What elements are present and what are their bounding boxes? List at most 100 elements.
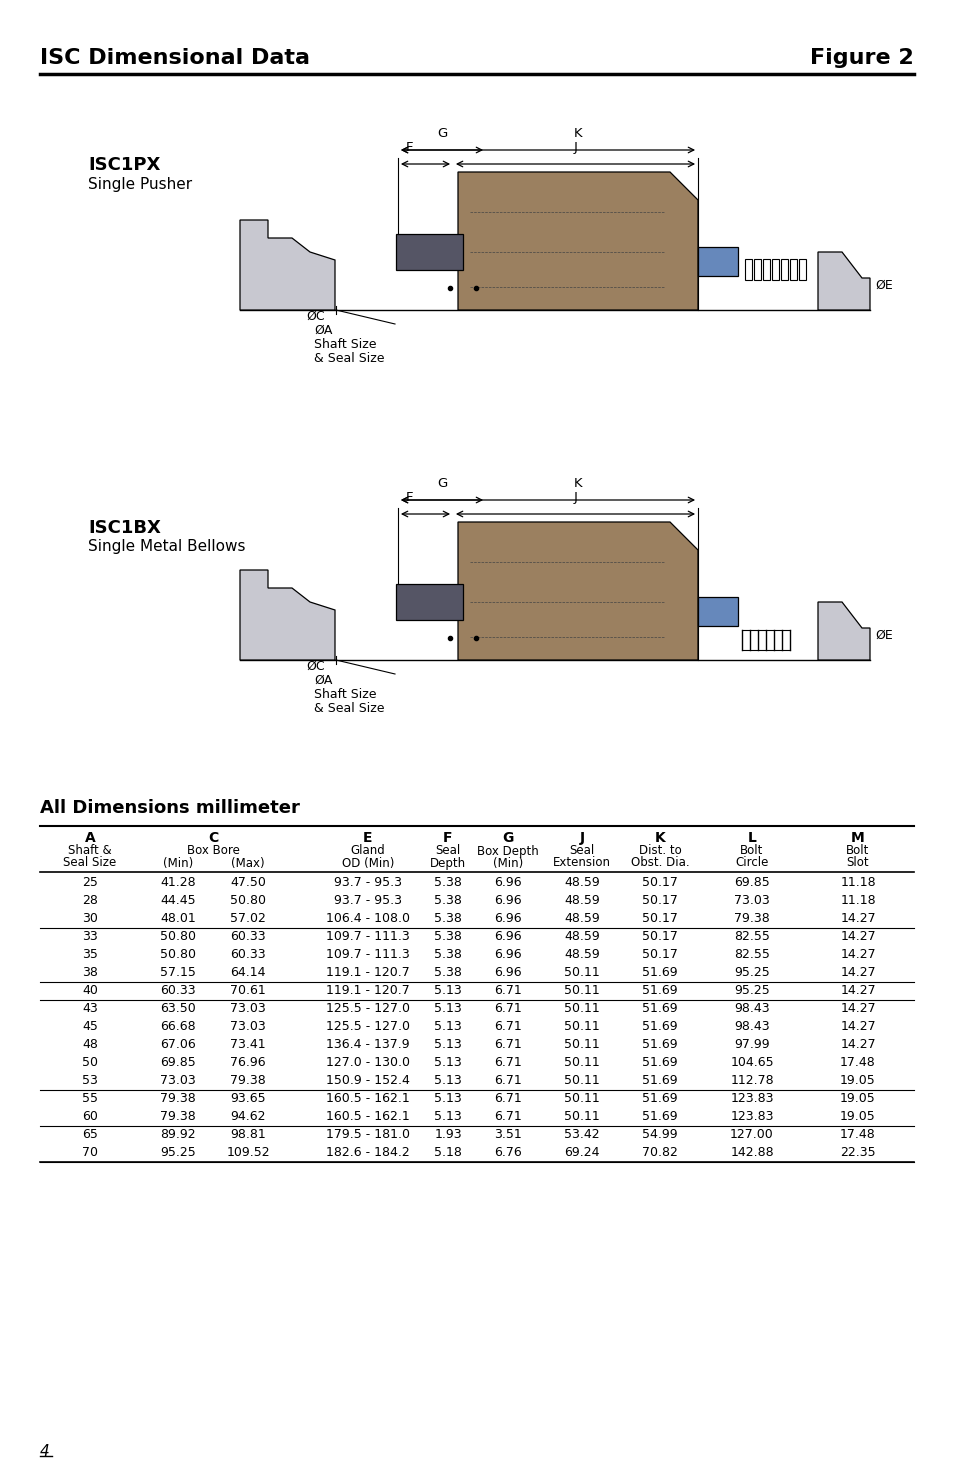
Text: 17.48: 17.48 <box>840 1128 875 1142</box>
Text: ISC1BX: ISC1BX <box>88 519 161 537</box>
Text: 50.11: 50.11 <box>563 1021 599 1034</box>
Text: 5.38: 5.38 <box>434 948 461 962</box>
Text: 109.7 - 111.3: 109.7 - 111.3 <box>326 931 410 944</box>
Polygon shape <box>817 602 869 659</box>
Text: Dist. to: Dist. to <box>638 845 680 857</box>
Text: 33: 33 <box>82 931 98 944</box>
Bar <box>762 260 769 280</box>
Text: 6.96: 6.96 <box>494 913 521 925</box>
Text: E: E <box>363 830 373 845</box>
Text: Shaft Size: Shaft Size <box>314 687 376 701</box>
Text: 50.11: 50.11 <box>563 1074 599 1087</box>
Text: 160.5 - 162.1: 160.5 - 162.1 <box>326 1093 410 1105</box>
Bar <box>781 260 787 280</box>
Text: 5.13: 5.13 <box>434 984 461 997</box>
Text: 50.11: 50.11 <box>563 984 599 997</box>
Text: 6.71: 6.71 <box>494 1038 521 1052</box>
Text: 5.18: 5.18 <box>434 1146 461 1159</box>
Text: 3.51: 3.51 <box>494 1128 521 1142</box>
Text: Seal: Seal <box>435 845 460 857</box>
Text: OD (Min): OD (Min) <box>341 857 394 869</box>
Text: 79.38: 79.38 <box>734 913 769 925</box>
Text: Circle: Circle <box>735 857 768 869</box>
Text: 40: 40 <box>82 984 98 997</box>
Text: 57.02: 57.02 <box>230 913 266 925</box>
Text: 136.4 - 137.9: 136.4 - 137.9 <box>326 1038 410 1052</box>
Text: 98.43: 98.43 <box>734 1003 769 1015</box>
Text: 70.61: 70.61 <box>230 984 266 997</box>
Text: 22.35: 22.35 <box>840 1146 875 1159</box>
Text: F: F <box>406 491 413 504</box>
Text: Box Bore: Box Bore <box>187 845 239 857</box>
Text: 93.7 - 95.3: 93.7 - 95.3 <box>334 876 401 889</box>
Text: 5.38: 5.38 <box>434 894 461 907</box>
Text: ØE: ØE <box>874 628 892 642</box>
Text: 60.33: 60.33 <box>230 948 266 962</box>
Text: All Dimensions millimeter: All Dimensions millimeter <box>40 799 299 817</box>
Text: 79.38: 79.38 <box>230 1074 266 1087</box>
Text: 60.33: 60.33 <box>230 931 266 944</box>
Text: 123.83: 123.83 <box>729 1093 773 1105</box>
Text: 50.80: 50.80 <box>160 948 195 962</box>
Text: 6.71: 6.71 <box>494 1056 521 1069</box>
Text: Obst. Dia.: Obst. Dia. <box>630 857 689 869</box>
Text: 160.5 - 162.1: 160.5 - 162.1 <box>326 1111 410 1124</box>
Text: 93.7 - 95.3: 93.7 - 95.3 <box>334 894 401 907</box>
Text: 127.00: 127.00 <box>729 1128 773 1142</box>
Bar <box>799 260 805 280</box>
Polygon shape <box>240 220 335 310</box>
Text: 94.62: 94.62 <box>230 1111 266 1124</box>
Text: 47.50: 47.50 <box>230 876 266 889</box>
Text: G: G <box>436 476 447 490</box>
Bar <box>395 584 462 620</box>
Text: Single Metal Bellows: Single Metal Bellows <box>88 540 245 555</box>
Text: 54.99: 54.99 <box>641 1128 677 1142</box>
Text: 73.41: 73.41 <box>230 1038 266 1052</box>
Text: 48.59: 48.59 <box>563 894 599 907</box>
Text: 106.4 - 108.0: 106.4 - 108.0 <box>326 913 410 925</box>
Text: 50: 50 <box>82 1056 98 1069</box>
Text: 95.25: 95.25 <box>734 984 769 997</box>
Bar <box>789 260 796 280</box>
Text: 95.25: 95.25 <box>160 1146 195 1159</box>
Text: 6.96: 6.96 <box>494 948 521 962</box>
Text: 11.18: 11.18 <box>840 876 875 889</box>
Text: J: J <box>573 491 577 504</box>
Text: 35: 35 <box>82 948 98 962</box>
Text: 70: 70 <box>82 1146 98 1159</box>
Text: 5.13: 5.13 <box>434 1003 461 1015</box>
Text: 82.55: 82.55 <box>733 931 769 944</box>
Text: 6.96: 6.96 <box>494 931 521 944</box>
Text: 93.65: 93.65 <box>230 1093 266 1105</box>
Text: 48.59: 48.59 <box>563 876 599 889</box>
Text: 73.03: 73.03 <box>230 1003 266 1015</box>
Text: 5.13: 5.13 <box>434 1021 461 1034</box>
Text: 79.38: 79.38 <box>160 1093 195 1105</box>
Text: 79.38: 79.38 <box>160 1111 195 1124</box>
Text: 82.55: 82.55 <box>733 948 769 962</box>
Text: 5.38: 5.38 <box>434 931 461 944</box>
Text: 48.59: 48.59 <box>563 913 599 925</box>
Text: ØC: ØC <box>306 310 324 323</box>
Text: 5.38: 5.38 <box>434 913 461 925</box>
Text: 51.69: 51.69 <box>641 966 677 979</box>
Text: 6.96: 6.96 <box>494 966 521 979</box>
Bar <box>744 260 751 280</box>
Text: 48.01: 48.01 <box>160 913 195 925</box>
Text: 109.7 - 111.3: 109.7 - 111.3 <box>326 948 410 962</box>
Text: 104.65: 104.65 <box>729 1056 773 1069</box>
Text: 6.71: 6.71 <box>494 1074 521 1087</box>
Text: 182.6 - 184.2: 182.6 - 184.2 <box>326 1146 410 1159</box>
Text: 57.15: 57.15 <box>160 966 195 979</box>
Text: 6.71: 6.71 <box>494 1093 521 1105</box>
Text: 119.1 - 120.7: 119.1 - 120.7 <box>326 966 410 979</box>
Text: M: M <box>850 830 864 845</box>
Text: K: K <box>573 127 581 140</box>
Text: Single Pusher: Single Pusher <box>88 177 192 192</box>
Text: 5.38: 5.38 <box>434 876 461 889</box>
Text: 50.80: 50.80 <box>160 931 195 944</box>
Text: 63.50: 63.50 <box>160 1003 195 1015</box>
Text: 25: 25 <box>82 876 98 889</box>
Text: 14.27: 14.27 <box>840 1038 875 1052</box>
Text: 51.69: 51.69 <box>641 1038 677 1052</box>
